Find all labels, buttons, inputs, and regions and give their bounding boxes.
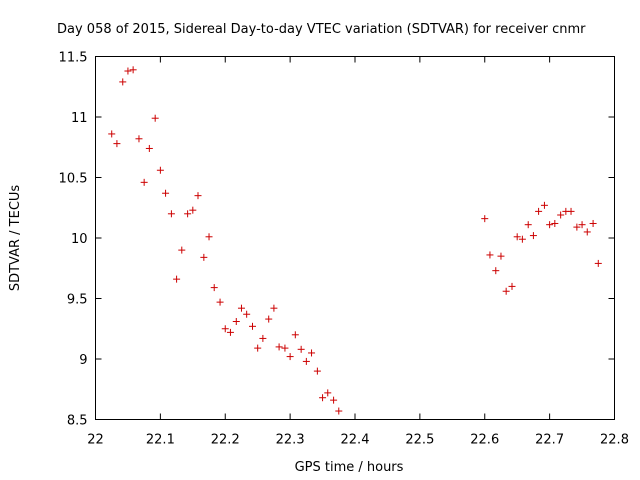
data-point — [178, 246, 186, 254]
data-point — [210, 284, 218, 292]
data-point — [281, 344, 289, 352]
data-point — [254, 344, 262, 352]
x-tick-label: 22.1 — [146, 433, 175, 448]
data-point — [291, 331, 299, 339]
data-point — [129, 66, 137, 74]
data-point — [481, 215, 489, 223]
data-point — [135, 135, 143, 143]
data-point — [248, 322, 256, 330]
x-tick-label: 22.4 — [341, 433, 370, 448]
y-tick-label: 9 — [79, 353, 87, 368]
data-point — [578, 221, 586, 229]
data-point — [243, 310, 251, 318]
data-point — [546, 221, 554, 229]
data-point — [486, 251, 494, 259]
y-tick-label: 11 — [71, 111, 88, 126]
y-tick-label: 10.5 — [59, 172, 88, 187]
data-point — [573, 223, 581, 231]
data-point — [194, 192, 202, 200]
data-point — [589, 219, 597, 227]
data-point — [330, 396, 338, 404]
data-point — [297, 345, 305, 353]
data-point — [205, 233, 213, 241]
data-point — [156, 166, 164, 174]
data-point — [140, 178, 148, 186]
data-point — [259, 334, 267, 342]
data-point — [535, 207, 543, 215]
x-axis: 22 22.1 22.2 22.3 22.4 22.5 22.6 22.7 22.8 — [87, 56, 629, 448]
data-point — [189, 206, 197, 214]
data-point — [557, 211, 565, 219]
x-tick-label: 22.8 — [600, 433, 629, 448]
data-point — [492, 267, 500, 275]
data-point — [529, 232, 537, 240]
data-point — [524, 221, 532, 229]
data-point — [302, 357, 310, 365]
data-point — [119, 78, 127, 86]
x-tick-label: 22.3 — [276, 433, 305, 448]
x-tick-label: 22.6 — [470, 433, 499, 448]
data-points — [108, 66, 602, 415]
y-tick-label: 9.5 — [67, 293, 88, 308]
data-point — [594, 259, 602, 267]
data-point — [324, 389, 332, 397]
data-point — [508, 282, 516, 290]
data-point — [335, 407, 343, 415]
data-point — [540, 201, 548, 209]
data-point — [275, 343, 283, 351]
data-point — [108, 130, 116, 138]
data-point — [518, 235, 526, 243]
data-point — [151, 114, 159, 122]
x-axis-label: GPS time / hours — [295, 460, 404, 475]
data-point — [200, 253, 208, 261]
data-point — [567, 207, 575, 215]
data-point — [167, 210, 175, 218]
data-point — [237, 304, 245, 312]
x-tick-label: 22.7 — [535, 433, 564, 448]
data-point — [124, 67, 132, 75]
y-axis: 8.5 9 9.5 10 10.5 11 11.5 — [59, 51, 615, 429]
y-tick-label: 10 — [71, 232, 88, 247]
chart-title: Day 058 of 2015, Sidereal Day-to-day VTE… — [57, 22, 586, 37]
data-point — [162, 189, 170, 197]
data-point — [308, 349, 316, 357]
x-tick-label: 22.2 — [211, 433, 240, 448]
data-point — [232, 317, 240, 325]
plot-frame — [95, 56, 615, 420]
data-point — [313, 367, 321, 375]
data-point — [226, 328, 234, 336]
data-point — [184, 210, 192, 218]
data-point — [113, 140, 121, 148]
data-point — [502, 287, 510, 295]
x-tick-label: 22.5 — [405, 433, 434, 448]
y-tick-label: 8.5 — [67, 414, 88, 429]
data-point — [583, 228, 591, 236]
data-point — [513, 233, 521, 241]
data-point — [270, 304, 278, 312]
data-point — [265, 315, 273, 323]
data-point — [551, 219, 559, 227]
data-point — [319, 394, 327, 402]
data-point — [221, 325, 229, 333]
data-point — [145, 144, 153, 152]
data-point — [173, 275, 181, 283]
y-axis-label: SDTVAR / TECUs — [8, 185, 23, 292]
data-point — [216, 298, 224, 306]
x-tick-label: 22 — [87, 433, 104, 448]
y-tick-label: 11.5 — [59, 51, 88, 66]
data-point — [286, 353, 294, 361]
data-point — [497, 252, 505, 260]
